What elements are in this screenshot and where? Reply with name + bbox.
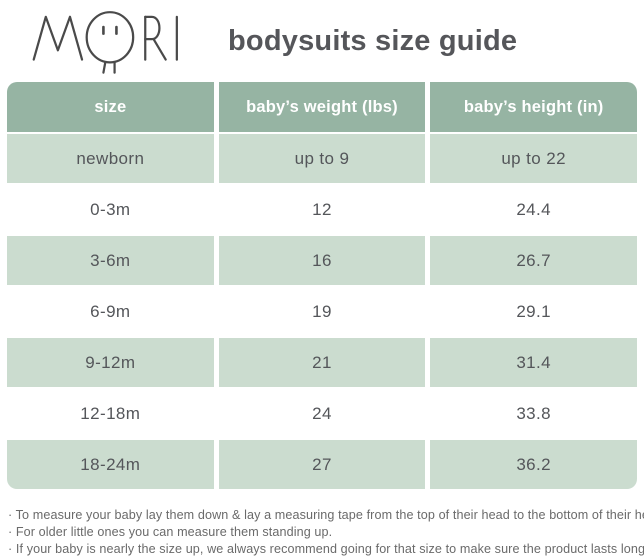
cell-height-9-12m: 31.4	[430, 338, 637, 387]
cell-size-9-12m: 9-12m	[7, 338, 214, 387]
cell-weight-newborn: up to 9	[218, 134, 426, 183]
cell-weight-9-12m: 21	[218, 338, 426, 387]
column-header-weight: baby’s weight (lbs)	[218, 82, 426, 132]
cell-size-0-3m: 0-3m	[7, 185, 214, 234]
column-header-height: baby’s height (in)	[430, 82, 637, 132]
cell-size-3-6m: 3-6m	[7, 236, 214, 285]
cell-weight-0-3m: 12	[218, 185, 426, 234]
cell-height-18-24m: 36.2	[430, 440, 637, 489]
cell-height-0-3m: 24.4	[430, 185, 637, 234]
note-measure-lying: · To measure your baby lay them down & l…	[8, 508, 644, 522]
note-size-up-advice: · If your baby is nearly the size up, we…	[8, 542, 644, 556]
note-measure-standing: · For older little ones you can measure …	[8, 525, 333, 539]
cell-weight-12-18m: 24	[218, 389, 426, 438]
column-header-size: size	[7, 82, 214, 132]
cell-weight-18-24m: 27	[218, 440, 426, 489]
size-guide-table: size baby’s weight (lbs) baby’s height (…	[7, 82, 637, 489]
cell-size-12-18m: 12-18m	[7, 389, 214, 438]
mori-smiley-o-logo	[32, 11, 178, 74]
cell-height-12-18m: 33.8	[430, 389, 637, 438]
cell-weight-3-6m: 16	[218, 236, 426, 285]
cell-weight-6-9m: 19	[218, 287, 426, 336]
cell-height-6-9m: 29.1	[430, 287, 637, 336]
mori-logo	[30, 5, 188, 77]
cell-size-18-24m: 18-24m	[7, 440, 214, 489]
cell-size-6-9m: 6-9m	[7, 287, 214, 336]
cell-size-newborn: newborn	[7, 134, 214, 183]
cell-height-3-6m: 26.7	[430, 236, 637, 285]
measurement-notes: · To measure your baby lay them down & l…	[0, 507, 644, 558]
page-title: bodysuits size guide	[228, 24, 518, 57]
cell-height-newborn: up to 22	[430, 134, 637, 183]
page-header: bodysuits size guide	[0, 0, 644, 82]
